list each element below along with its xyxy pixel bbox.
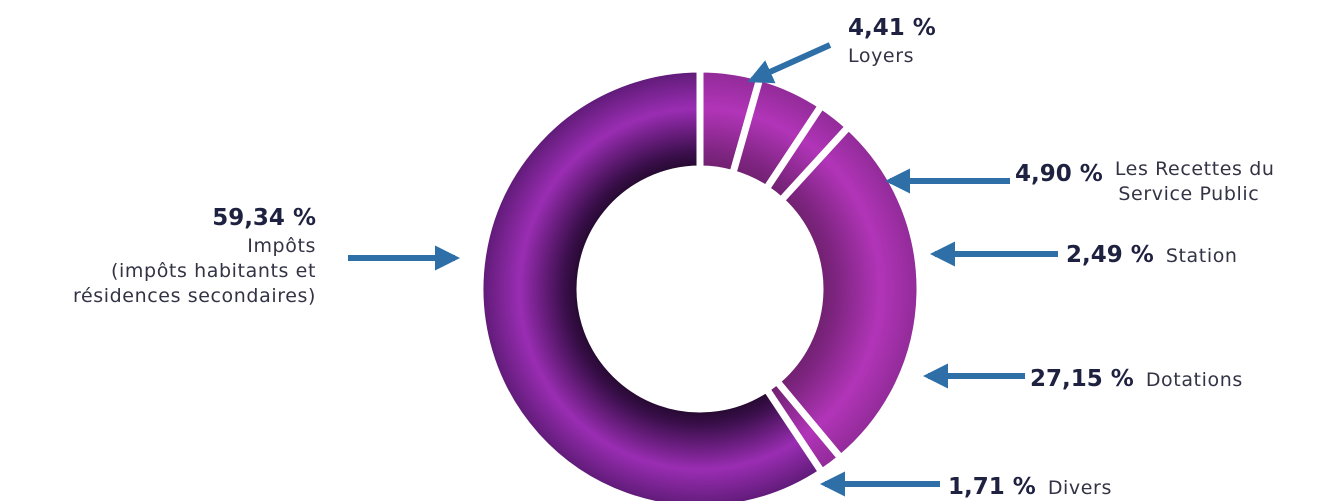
category-label-line: résidences secondaires)	[73, 285, 316, 307]
value-label-les-recettes-du: 4,90 %	[1015, 161, 1111, 187]
label-station: 2,49 % Station	[1066, 242, 1238, 268]
category-label-line: (impôts habitants et	[111, 260, 316, 282]
slice-dotations	[771, 121, 924, 464]
value-label-loyers: 4,41 %	[848, 15, 936, 41]
value-label-dotations: 27,15 %	[1030, 366, 1142, 392]
label-les-recettes-du: 4,90 % Les Recettes du Service Public	[1015, 158, 1275, 205]
value-label-impots-impots-habitants: 59,34 %	[212, 205, 316, 231]
label-divers: 1,71 % Divers	[948, 474, 1112, 500]
category-label-line: Dotations	[1146, 369, 1243, 391]
slice-impots-impots-habitants	[476, 65, 827, 501]
value-label-divers: 1,71 %	[948, 474, 1044, 500]
slice-labels: 4,41 % Loyers 4,90 % Les Recettes du Servic…	[73, 15, 1275, 500]
value-label-station: 2,49 %	[1066, 242, 1162, 268]
slice-highlight-dotations	[771, 121, 924, 464]
label-loyers: 4,41 % Loyers	[848, 15, 936, 67]
donut-slices	[476, 65, 924, 501]
category-label-line: Impôts	[247, 235, 316, 257]
category-label-line: Divers	[1048, 477, 1112, 499]
callout-arrows	[348, 42, 1058, 497]
category-label-line: Loyers	[848, 45, 914, 67]
category-label-line: Station	[1166, 245, 1238, 267]
label-impots-impots-habitants: 59,34 % Impôts (impôts habitants et résiden…	[73, 205, 316, 307]
category-label-line: Les Recettes du	[1115, 158, 1275, 180]
category-label-line: Service Public	[1118, 183, 1259, 205]
arrow-loyers	[747, 42, 832, 84]
label-dotations: 27,15 % Dotations	[1030, 366, 1243, 392]
